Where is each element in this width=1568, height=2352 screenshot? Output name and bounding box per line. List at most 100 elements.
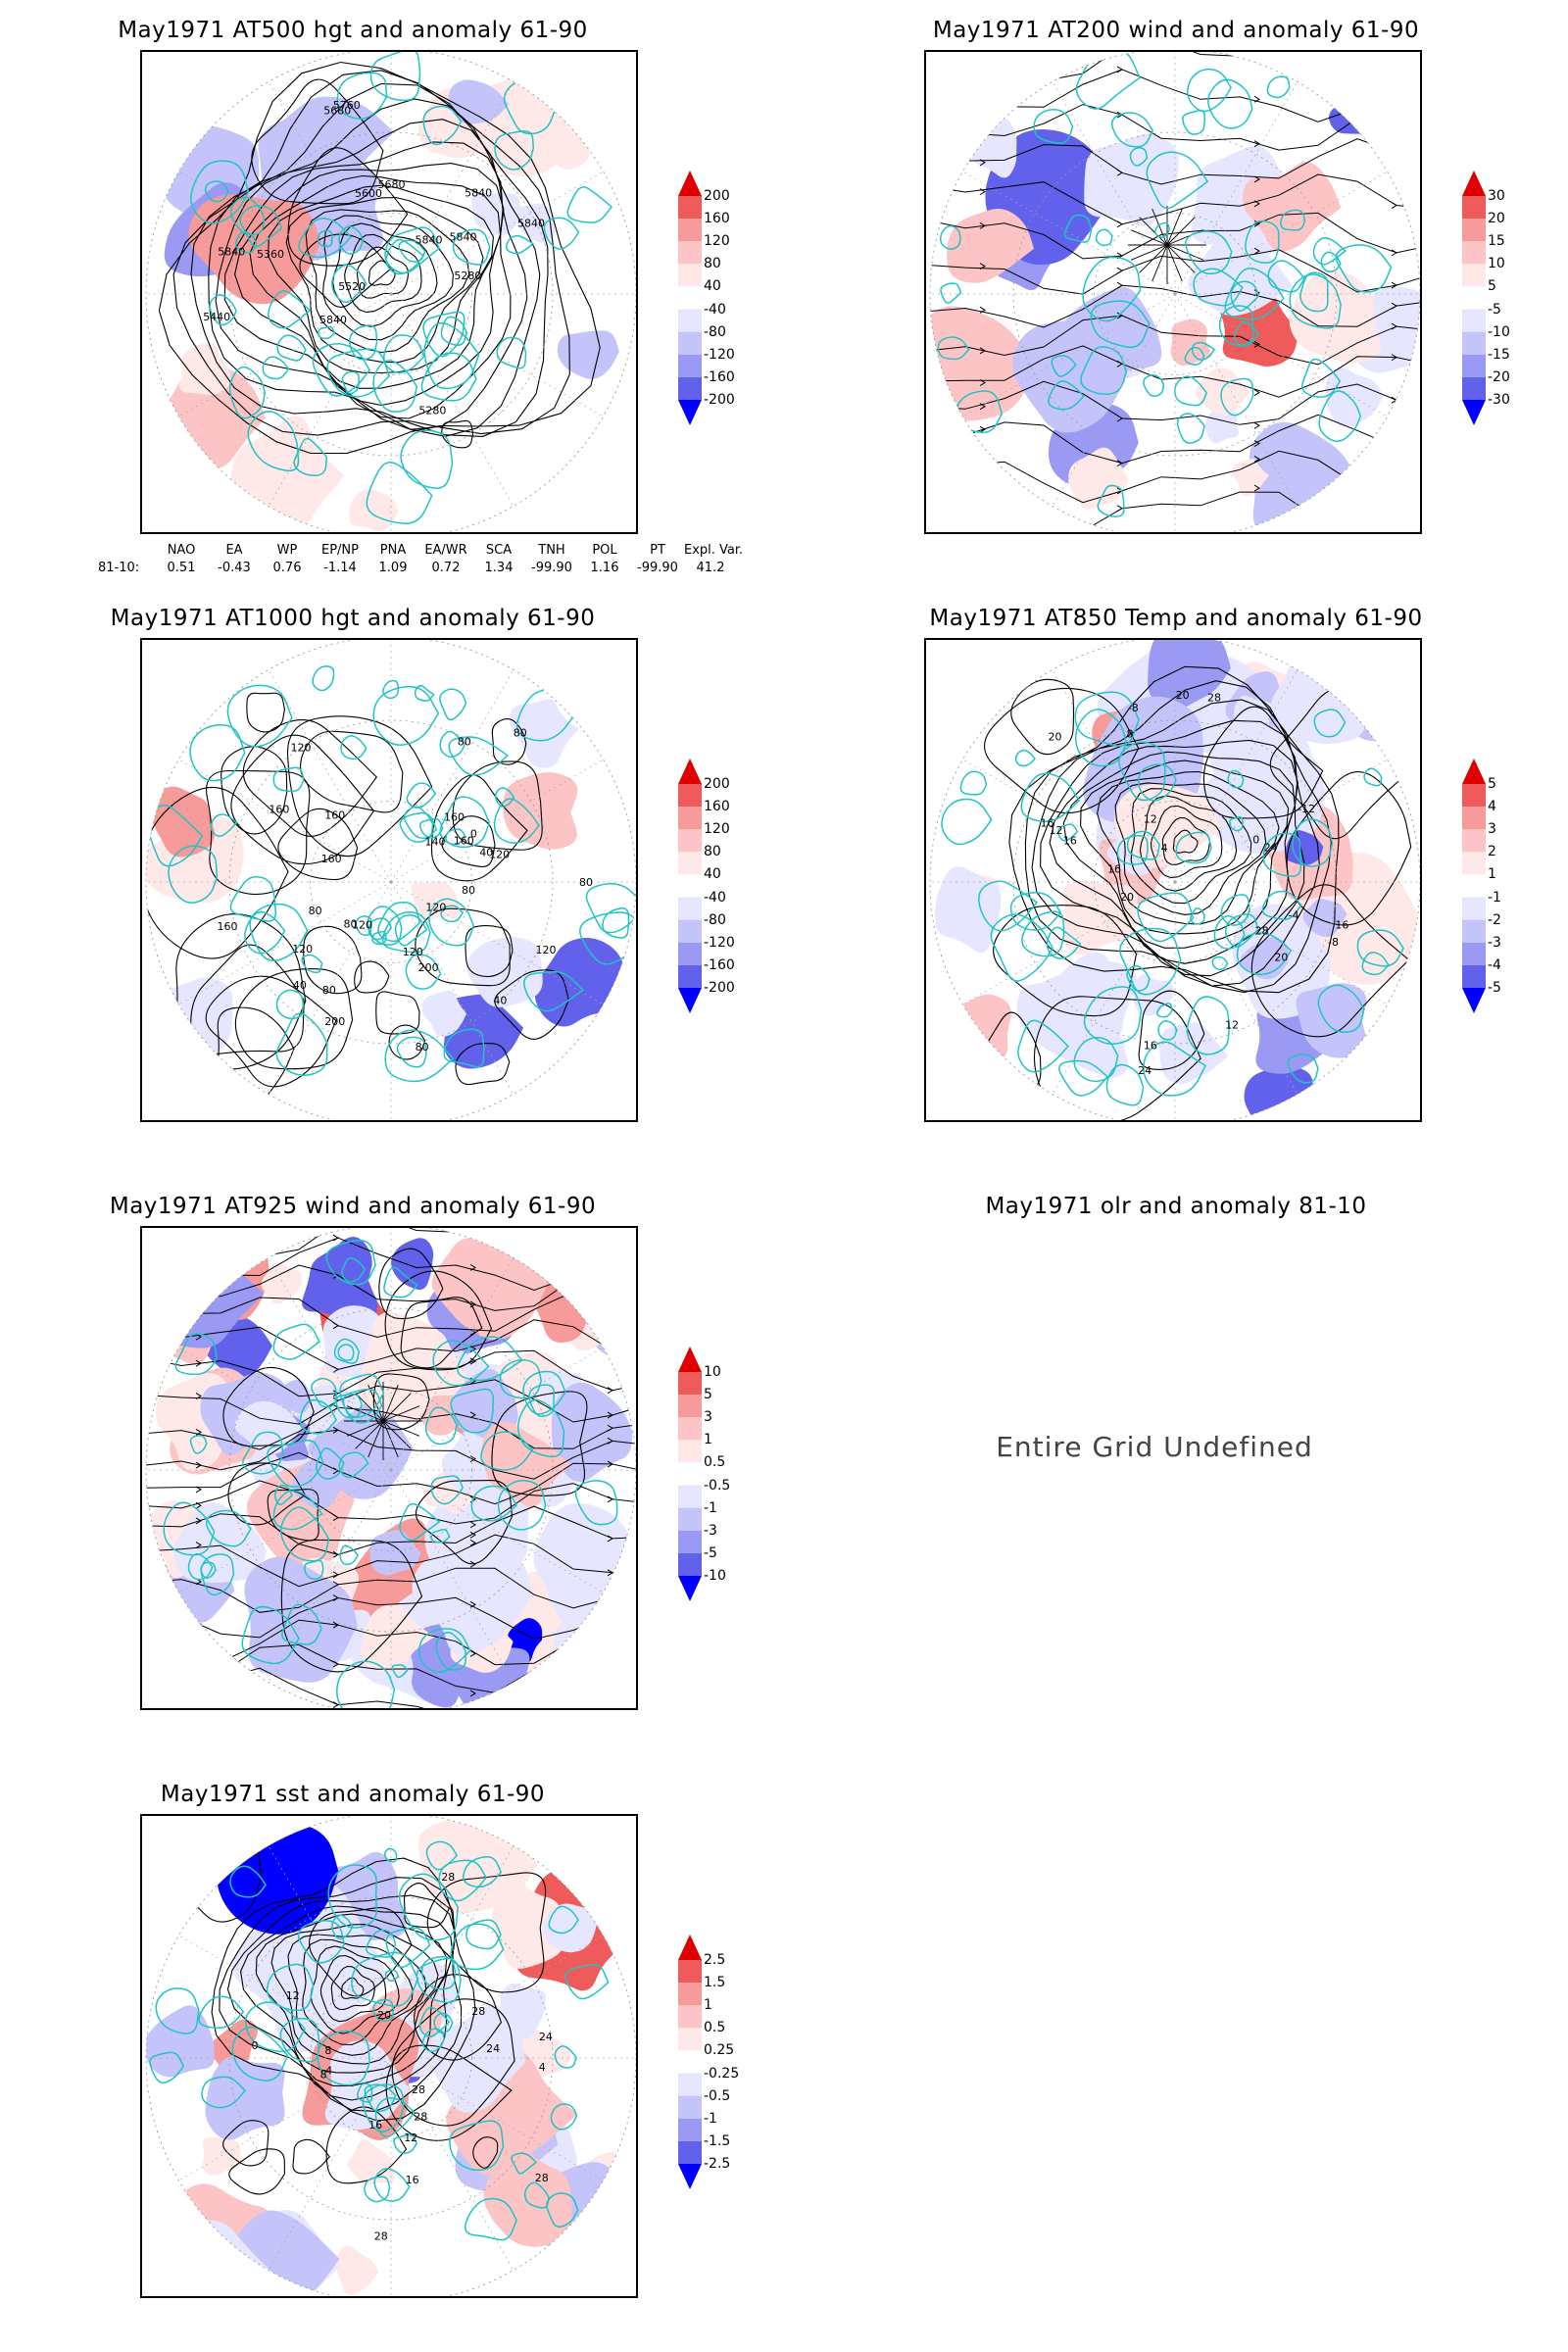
colorbar-label: 2 (1488, 844, 1496, 860)
colorbar-label: -200 (704, 392, 735, 408)
contour-label: 120 (425, 902, 446, 914)
contour-label: 12 (1050, 824, 1063, 837)
map-frame-t850: 16 12 8 -8 16 -4 -12 12 16 20 0 -8 24 20 4 28 16 12 24 28 20… (924, 638, 1422, 1122)
colorbar-label: 1 (704, 1997, 712, 2014)
colorbar-label: -4 (1488, 956, 1501, 973)
contour-label: 5840 (319, 314, 347, 326)
contour-label: 20 (1176, 689, 1190, 702)
colorbar-label: -200 (704, 980, 735, 996)
contour-label: 5840 (416, 233, 443, 246)
panel-title-sst: May1971 sst and anomaly 61-90 (160, 1782, 546, 1807)
colorbar-label: -120 (704, 346, 735, 363)
contour-label: 24 (486, 2042, 500, 2055)
contour-label: 8 (1127, 727, 1134, 740)
contour-label: 5440 (203, 311, 230, 323)
colorbar-label: -120 (704, 934, 735, 951)
contour-label: 16 (1041, 816, 1054, 829)
colorbar-label: 20 (1488, 211, 1505, 227)
tele-value: -99.90 (531, 561, 572, 575)
contour-label: 120 (352, 919, 372, 932)
contour-label: 200 (418, 961, 439, 974)
contour-label: 5680 (323, 104, 351, 117)
colorbar-label: -30 (1488, 392, 1510, 408)
colorbar-label: -10 (704, 1568, 726, 1584)
tele-value: 1.09 (378, 561, 408, 575)
contour-label: 120 (536, 944, 557, 956)
contour-label: 5680 (378, 178, 406, 191)
tele-value: 0.51 (167, 561, 196, 575)
contour-label: 200 (324, 1015, 345, 1028)
contour-label: 20 (377, 2009, 391, 2022)
tele-row-label: 81-10: (98, 561, 140, 575)
tele-value: 0.72 (431, 561, 461, 575)
colorbar-label: -2.5 (704, 2156, 731, 2172)
colorbar-label: 5 (1488, 776, 1496, 792)
map-frame-z1000: 120 160 160 120 200 160 140 120 120 80 40 40 80 80 120… (140, 638, 638, 1122)
colorbar-label: 5 (704, 1387, 712, 1403)
colorbar-label: -5 (704, 1544, 717, 1561)
contour-label: 5600 (355, 187, 382, 200)
colorbar-label: 5 (1488, 278, 1496, 295)
colorbar-label: 160 (704, 799, 730, 815)
colorbar-label: -1 (704, 2110, 717, 2127)
polar-map-u925 (145, 1228, 636, 1708)
contour-label: 12 (404, 2132, 417, 2144)
contour-label: 0 (252, 2039, 259, 2052)
tele-header: PNA (379, 543, 407, 558)
colorbar-label: 160 (704, 211, 730, 227)
contour-label: 20 (1274, 952, 1288, 964)
tele-header: WP (276, 543, 298, 558)
contour-label: 16 (406, 2174, 419, 2186)
colorbar-label: -1 (704, 1499, 717, 1516)
contour-label: 16 (1335, 919, 1348, 932)
contour-label: 28 (1255, 925, 1269, 938)
colorbar-label: 200 (704, 188, 730, 204)
contour-label: 8 (324, 2044, 331, 2057)
contour-label: 28 (441, 1871, 455, 1884)
colorbar-label: 4 (1488, 799, 1496, 815)
colorbar-label: -1 (1488, 889, 1501, 906)
colorbar-label: -3 (704, 1522, 717, 1539)
contour-label: 5840 (218, 246, 245, 259)
colorbar-label: -2 (1488, 911, 1501, 928)
colorbar-label: 200 (704, 776, 730, 792)
contour-label: 5520 (338, 280, 366, 293)
contour-label: 80 (416, 1041, 429, 1054)
colorbar-label: 80 (704, 256, 721, 272)
undefined-grid-message: Entire Grid Undefined (996, 1431, 1313, 1463)
contour-label: 28 (414, 2111, 427, 2124)
tele-header: NAO (167, 543, 196, 558)
panel-title-u925: May1971 AT925 wind and anomaly 61-90 (109, 1194, 597, 1219)
colorbar-label: 0.5 (704, 1454, 726, 1471)
colorbar-label: -0.5 (704, 2087, 731, 2104)
panel-title-t850: May1971 AT850 Temp and anomaly 61-90 (929, 606, 1423, 631)
panel-title-z500: May1971 AT500 hgt and anomaly 61-90 (118, 18, 588, 43)
contour-label: 80 (579, 876, 593, 889)
tele-header: EA (225, 543, 243, 558)
colorbar-label: -10 (1488, 323, 1510, 340)
contour-label: 120 (403, 946, 423, 958)
map-frame-sst: 28 28 24 24 28 20 16 12 8 4 4 0 8 12 16 28 28 28 (140, 1814, 638, 2298)
colorbar-label: 40 (704, 278, 721, 295)
tele-header: SCA (485, 543, 513, 558)
contour-label: 80 (309, 905, 322, 917)
contour-label: 5840 (450, 230, 477, 243)
colorbar-label: 0.5 (704, 2020, 726, 2036)
contour-label: 12 (286, 1989, 300, 2002)
tele-value: -0.43 (218, 561, 251, 575)
colorbar-label: 10 (1488, 256, 1505, 272)
colorbar-label: -3 (1488, 934, 1501, 951)
colorbar-label: 10 (704, 1364, 721, 1380)
colorbar-label: 120 (704, 233, 730, 250)
colorbar-label: -15 (1488, 346, 1510, 363)
contour-label: 20 (1120, 891, 1134, 904)
contour-label: 80 (462, 884, 475, 897)
contour-label: 28 (412, 2083, 425, 2096)
contour-label: 40 (479, 846, 493, 858)
colorbar-label: -5 (1488, 980, 1501, 996)
contour-label: 160 (454, 834, 474, 847)
tele-value: 41.2 (696, 561, 725, 575)
contour-label: 120 (489, 849, 510, 861)
contour-label: 12 (1144, 812, 1157, 825)
